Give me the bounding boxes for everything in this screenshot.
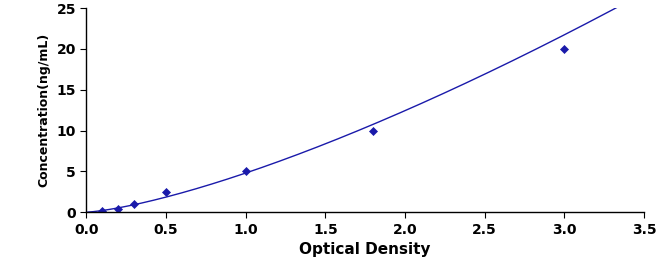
Y-axis label: Concentration(ng/mL): Concentration(ng/mL) (38, 33, 51, 187)
X-axis label: Optical Density: Optical Density (299, 242, 431, 257)
